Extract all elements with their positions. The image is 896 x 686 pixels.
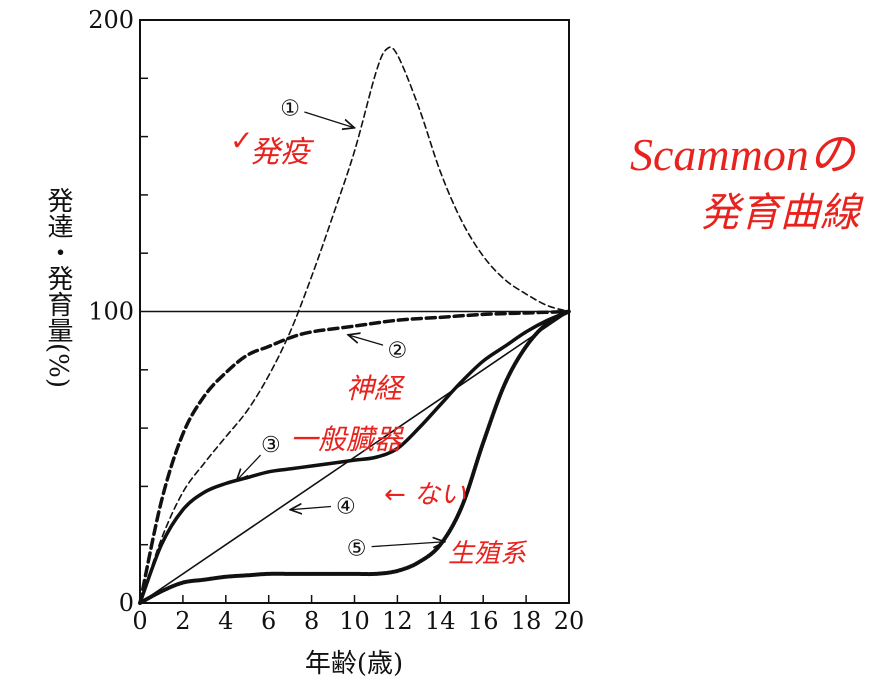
x-tick-label: 16 <box>468 607 499 635</box>
curve-2 <box>138 309 571 605</box>
annotation-4: ← ない <box>384 480 466 510</box>
curve-marker-5: ⑤ <box>347 537 367 562</box>
x-tick-label: 4 <box>218 607 233 635</box>
curve-5 <box>138 309 571 605</box>
x-tick-label: 0 <box>132 607 147 635</box>
x-tick-label: 2 <box>175 607 190 635</box>
x-tick-label: 20 <box>554 607 585 635</box>
y-axis-label: 発達・発育量(%) <box>43 187 73 388</box>
callout-arrow-2 <box>348 335 384 346</box>
callout-arrow-5 <box>371 542 445 547</box>
handwritten-title-line1: Scammonの <box>630 129 858 180</box>
x-tick-label: 14 <box>425 607 456 635</box>
callout-arrow-3 <box>237 454 262 481</box>
x-tick-label: 8 <box>304 607 319 635</box>
x-axis-label: 年齢(歳) <box>305 649 403 679</box>
curve-4 <box>139 310 570 604</box>
callout-arrow-1 <box>304 111 354 128</box>
y-tick-label: 0 <box>119 589 134 617</box>
callout-arrow-4 <box>290 507 332 510</box>
curve-marker-1: ① <box>280 96 300 121</box>
handwritten-title-line2: 発育曲線 <box>700 190 864 236</box>
annotation-1: 発疫 <box>250 135 315 170</box>
growth-curves <box>138 46 571 605</box>
x-tick-label: 12 <box>382 607 413 635</box>
curve-marker-2: ② <box>388 338 408 363</box>
curve-marker-4: ④ <box>336 494 356 519</box>
curve-3 <box>138 309 571 605</box>
x-tick-label: 18 <box>511 607 542 635</box>
curve-marker-3: ③ <box>261 433 281 458</box>
x-tick-label: 10 <box>339 607 370 635</box>
check-mark: ✓ <box>230 124 253 157</box>
annotation-2: 神経 <box>346 372 406 405</box>
annotation-3: 一般臓器 <box>290 423 405 456</box>
annotation-5: 生殖系 <box>448 539 528 569</box>
y-tick-label: 200 <box>88 6 134 34</box>
marker-callouts: ① ② ③ ④ ⑤ <box>237 96 445 562</box>
x-tick-label: 6 <box>261 607 276 635</box>
curve-1 <box>139 46 570 604</box>
y-tick-label: 100 <box>88 298 134 326</box>
